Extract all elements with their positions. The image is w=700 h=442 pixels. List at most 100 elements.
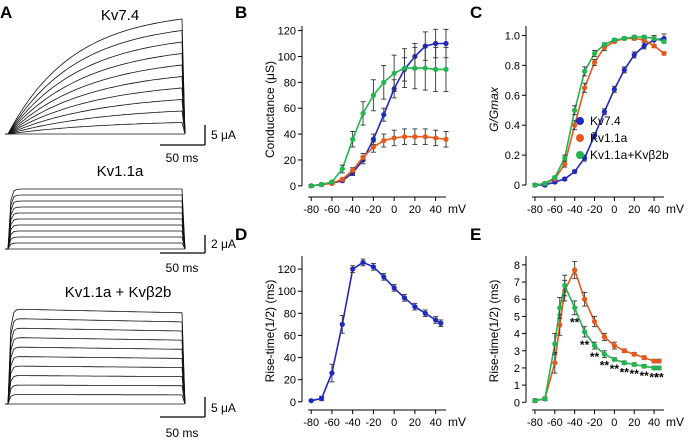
x-tick-label: -80 [527, 204, 543, 216]
series-line [311, 42, 446, 187]
significance-mark: ** [590, 350, 600, 364]
data-point [350, 266, 356, 272]
panel-label-b: B [235, 3, 247, 22]
data-point [443, 40, 449, 47]
x-tick-label: 40 [430, 417, 442, 429]
data-point [438, 320, 444, 326]
data-point [433, 317, 439, 323]
current-trace [5, 212, 186, 250]
y-axis-label: Rise-time(1/2) (ms) [263, 280, 277, 383]
series-line [534, 36, 665, 186]
legend-marker [576, 151, 584, 159]
data-point [381, 137, 387, 144]
data-point [631, 351, 637, 357]
data-point [591, 318, 598, 325]
trace-group-kv11a [5, 188, 186, 250]
y-tick-label: 0.4 [505, 120, 520, 132]
trace-group-kv74 [5, 18, 186, 135]
series-kv1-1a-kvb2b [308, 45, 449, 189]
y-tick-label: 100 [278, 51, 296, 63]
x-tick-label: -60 [324, 204, 340, 216]
data-point [641, 34, 647, 40]
trace-group-kv11a-kvb2b [5, 308, 186, 405]
data-point [611, 356, 617, 362]
y-tick-label: 0 [514, 180, 520, 192]
x-axis-label: mV [448, 415, 466, 429]
x-tick-label: 0 [391, 204, 397, 216]
x-tick-label: -20 [365, 204, 381, 216]
y-scale-kv11a: 2 μA [211, 237, 236, 251]
y-tick-label: 20 [284, 375, 296, 387]
y-tick-label: 40 [284, 129, 296, 141]
current-trace [5, 224, 186, 250]
significance-mark: ** [580, 338, 590, 352]
data-point [339, 321, 345, 327]
current-trace [5, 99, 186, 135]
y-tick-label: 40 [284, 353, 296, 365]
y-tick-label: 0 [290, 181, 296, 193]
legend-label: Kv1.1a [590, 131, 628, 145]
y-tick-label: 0.8 [505, 60, 520, 72]
scale-bar-kv11a: 2 μA 50 ms [160, 235, 236, 275]
y-tick-label: 120 [278, 264, 296, 276]
y-tick-label: 100 [278, 286, 296, 298]
significance-mark: ** [654, 371, 664, 385]
current-trace [5, 337, 186, 405]
legend-label: Kv1.1a+Kvβ2b [590, 148, 669, 162]
y-tick-label: 4 [514, 329, 520, 341]
series-kv7-4 [532, 33, 667, 188]
data-point [611, 86, 617, 92]
x-tick-label: 20 [409, 204, 421, 216]
current-trace [5, 318, 186, 405]
current-trace [5, 230, 186, 250]
data-point [381, 112, 387, 118]
data-point [581, 85, 588, 91]
current-trace [5, 346, 186, 405]
x-tick-label: -60 [324, 417, 340, 429]
x-axis-label: mV [666, 415, 684, 429]
data-point [422, 310, 428, 316]
y-tick-label: 0.2 [505, 150, 520, 162]
y-tick-label: 8 [514, 260, 520, 272]
data-point [557, 322, 563, 328]
x-axis-label: mV [448, 202, 466, 216]
y-scale-kv11a-kvb2b: 5 μA [211, 401, 236, 415]
data-point [651, 43, 657, 49]
legend-marker [576, 134, 584, 142]
data-point [562, 282, 568, 289]
data-point [601, 334, 608, 340]
series-kv1-1a [532, 35, 667, 188]
y-axis-label: Conductance (μS) [263, 61, 277, 158]
data-point [651, 35, 657, 42]
y-tick-label: 120 [278, 26, 296, 38]
series-kv1-1a-kvb2b [532, 274, 662, 404]
data-point [381, 79, 387, 85]
y-tick-label: 5 [514, 311, 520, 323]
data-point [433, 40, 439, 47]
current-trace [5, 87, 186, 135]
data-point [591, 59, 598, 65]
data-point [329, 370, 335, 376]
significance-mark: ** [649, 371, 659, 385]
x-tick-label: 20 [409, 417, 421, 429]
y-axis-label: G/Gmax [487, 86, 501, 132]
data-point [401, 65, 408, 71]
significance-mark: ** [610, 362, 620, 376]
data-point [542, 180, 548, 187]
y-tick-label: 1.0 [505, 30, 520, 42]
data-point [370, 136, 377, 142]
x-scale-kv11a-kvb2b: 50 ms [166, 426, 199, 440]
data-point [370, 92, 377, 98]
data-point [360, 110, 366, 116]
current-trace [5, 194, 186, 250]
panel-label-a: A [0, 3, 12, 22]
data-point [591, 50, 598, 57]
data-point [591, 343, 598, 349]
series-line [534, 37, 665, 186]
data-point [641, 363, 647, 369]
data-point [611, 37, 617, 43]
data-point [350, 167, 356, 173]
data-point [391, 135, 397, 141]
x-tick-label: 40 [648, 204, 660, 216]
data-point [391, 285, 397, 291]
